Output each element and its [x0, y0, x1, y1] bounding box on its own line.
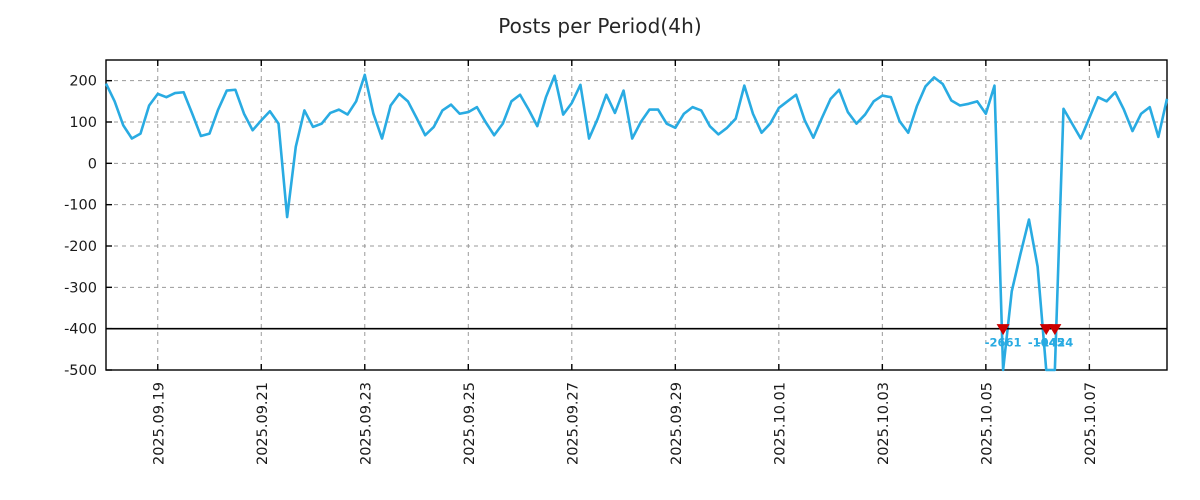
data-series-layer	[104, 73, 1169, 372]
clipped-point-markers: -2661 -1045-1424	[106, 324, 1167, 350]
clipped-value-marker	[996, 324, 1010, 336]
y-tick-label: 200	[69, 74, 97, 90]
x-tick-label: 2025.09.19	[151, 382, 167, 465]
y-tick-label: 0	[88, 156, 97, 172]
clipped-value-label: -1045	[1028, 336, 1065, 350]
x-tick-label: 2025.10.03	[876, 382, 892, 465]
clipped-value-marker	[1039, 324, 1053, 336]
y-axis-tick-labels: 200 100 0 -100 -200 -300 -400 -500	[64, 74, 97, 379]
x-tick-label: 2025.10.01	[772, 382, 788, 465]
y-tick-label: -100	[64, 198, 97, 214]
series-line	[104, 73, 1169, 372]
x-tick-label: 2025.10.05	[979, 382, 995, 465]
x-tick-label: 2025.09.25	[462, 382, 478, 465]
y-tick-label: -500	[64, 363, 97, 379]
plot-frame	[105, 59, 1168, 371]
clipped-value-label: -1424	[1036, 336, 1073, 350]
x-tick-label: 2025.10.07	[1083, 382, 1099, 465]
y-tick-label: 100	[69, 115, 97, 131]
x-tick-label: 2025.09.23	[358, 382, 374, 465]
x-tick-label: 2025.09.27	[565, 382, 581, 465]
x-tick-label: 2025.09.21	[255, 382, 271, 465]
y-tick-label: -400	[64, 322, 97, 338]
y-tick-label: -200	[64, 239, 97, 255]
axes-layer	[105, 59, 1168, 371]
page-title: Posts per Period(4h)	[498, 14, 702, 38]
clipped-value-label: -2661	[985, 336, 1022, 350]
clipped-value-marker	[1048, 324, 1062, 336]
x-axis-tick-labels: 2025.09.19 2025.09.21 2025.09.23 2025.09.25…	[151, 382, 1099, 465]
x-tick-label: 2025.09.29	[669, 382, 685, 465]
y-tick-label: -300	[64, 280, 97, 296]
